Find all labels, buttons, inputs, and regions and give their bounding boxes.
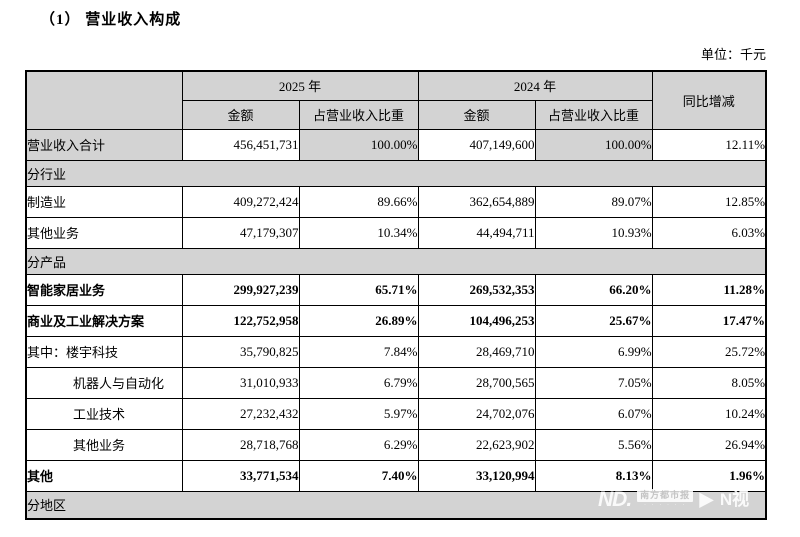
yoy-value: 17.47% — [651, 304, 767, 337]
amount-2025: 409,272,424 — [181, 185, 300, 218]
header-empty-cell — [25, 70, 183, 130]
row-label: 其他 — [25, 459, 183, 492]
revenue-composition-table: 2025 年 2024 年 同比增减 金额 占营业收入比重 金额 占营业收入比重… — [25, 70, 768, 520]
section-row-product: 分产品 — [25, 247, 767, 275]
amount-2024: 22,623,902 — [417, 428, 536, 461]
nandu-brand-box: 南方都市报 · · · · · · — [637, 489, 694, 509]
yoy-value: 25.72% — [651, 335, 767, 368]
share-2024: 10.93% — [534, 216, 653, 249]
share-2025: 100.00% — [298, 128, 419, 161]
amount-2025: 47,179,307 — [181, 216, 300, 249]
header-row-measures: 金额 占营业收入比重 金额 占营业收入比重 — [26, 99, 766, 130]
row-label: 商业及工业解决方案 — [25, 304, 183, 337]
share-2024: 8.13% — [534, 459, 653, 492]
share-2025: 6.79% — [298, 366, 419, 399]
amount-2025: 28,718,768 — [181, 428, 300, 461]
unit-label: 单位：千元 — [700, 47, 766, 62]
header-share-2025: 占营业收入比重 — [298, 99, 419, 130]
amount-2025: 31,010,933 — [181, 366, 300, 399]
row-label: 其他业务 — [25, 216, 183, 249]
yoy-value: 8.05% — [651, 366, 767, 399]
yoy-value: 1.96% — [651, 459, 767, 492]
row-label: 其中：楼宇科技 — [25, 335, 183, 368]
section-label: 分行业 — [25, 159, 767, 187]
table-row: 其他业务 28,718,768 6.29% 22,623,902 5.56% 2… — [25, 428, 767, 461]
amount-2025: 299,927,239 — [181, 273, 300, 306]
nandu-brand-name: 南方都市报 — [637, 489, 694, 502]
news-watermark: ND. 南方都市报 · · · · · · ▶ N视 — [598, 485, 766, 513]
yoy-value: 11.28% — [651, 273, 767, 306]
section-label: 分产品 — [25, 247, 767, 275]
row-label: 智能家居业务 — [25, 273, 183, 306]
yoy-value: 10.24% — [651, 397, 767, 430]
table-row: 其他业务 47,179,307 10.34% 44,494,711 10.93%… — [25, 216, 767, 249]
page-title: （1） 营业收入构成 — [40, 12, 182, 28]
amount-2025: 27,232,432 — [181, 397, 300, 430]
share-2025: 89.66% — [298, 185, 419, 218]
amount-2024: 407,149,600 — [417, 128, 536, 161]
amount-2024: 362,654,889 — [417, 185, 536, 218]
amount-2025: 33,771,534 — [181, 459, 300, 492]
table-row: 工业技术 27,232,432 5.97% 24,702,076 6.07% 1… — [25, 397, 767, 430]
amount-2024: 28,700,565 — [417, 366, 536, 399]
row-label: 其他业务 — [25, 428, 183, 461]
row-label: 营业收入合计 — [25, 128, 183, 161]
header-amount-2025: 金额 — [181, 99, 300, 130]
share-2025: 5.97% — [298, 397, 419, 430]
share-2025: 10.34% — [298, 216, 419, 249]
table-row: 制造业 409,272,424 89.66% 362,654,889 89.07… — [25, 185, 767, 218]
nvideo-label: N视 — [719, 489, 750, 509]
yoy-value: 12.11% — [651, 128, 767, 161]
section-row-industry: 分行业 — [25, 159, 767, 187]
amount-2024: 28,469,710 — [417, 335, 536, 368]
amount-2024: 24,702,076 — [417, 397, 536, 430]
amount-2025: 122,752,958 — [181, 304, 300, 337]
yoy-value: 6.03% — [651, 216, 767, 249]
table-row: 商业及工业解决方案 122,752,958 26.89% 104,496,253… — [25, 304, 767, 337]
table-row: 智能家居业务 299,927,239 65.71% 269,532,353 66… — [25, 273, 767, 306]
table-row-total: 营业收入合计 456,451,731 100.00% 407,149,600 1… — [25, 128, 767, 161]
header-year-2024: 2024 年 — [417, 70, 653, 101]
table-row: 机器人与自动化 31,010,933 6.79% 28,700,565 7.05… — [25, 366, 767, 399]
amount-2024: 33,120,994 — [417, 459, 536, 492]
share-2024: 66.20% — [534, 273, 653, 306]
header-amount-2024: 金额 — [417, 99, 536, 130]
nandu-tagline: · · · · · · — [644, 502, 687, 508]
amount-2025: 35,790,825 — [181, 335, 300, 368]
share-2024: 100.00% — [534, 128, 653, 161]
share-2024: 5.56% — [534, 428, 653, 461]
row-label: 机器人与自动化 — [25, 366, 183, 399]
share-2024: 89.07% — [534, 185, 653, 218]
share-2024: 7.05% — [534, 366, 653, 399]
share-2024: 6.07% — [534, 397, 653, 430]
amount-2024: 104,496,253 — [417, 304, 536, 337]
yoy-value: 26.94% — [651, 428, 767, 461]
header-year-2025: 2025 年 — [181, 70, 419, 101]
share-2025: 26.89% — [298, 304, 419, 337]
header-share-2024: 占营业收入比重 — [534, 99, 653, 130]
yoy-value: 12.85% — [651, 185, 767, 218]
amount-2024: 269,532,353 — [417, 273, 536, 306]
share-2025: 65.71% — [298, 273, 419, 306]
header-yoy: 同比增减 — [651, 70, 767, 130]
share-2025: 7.84% — [298, 335, 419, 368]
table-row: 其中：楼宇科技 35,790,825 7.84% 28,469,710 6.99… — [25, 335, 767, 368]
nandu-logo: ND. — [598, 487, 632, 511]
table-row: 其他 33,771,534 7.40% 33,120,994 8.13% 1.9… — [25, 459, 767, 492]
share-2024: 25.67% — [534, 304, 653, 337]
share-2025: 6.29% — [298, 428, 419, 461]
amount-2025: 456,451,731 — [181, 128, 300, 161]
row-label: 制造业 — [25, 185, 183, 218]
header-row-years: 2025 年 2024 年 同比增减 — [25, 70, 767, 130]
row-label: 工业技术 — [25, 397, 183, 430]
share-2024: 6.99% — [534, 335, 653, 368]
play-icon: ▶ — [699, 487, 714, 511]
share-2025: 7.40% — [298, 459, 419, 492]
amount-2024: 44,494,711 — [417, 216, 536, 249]
